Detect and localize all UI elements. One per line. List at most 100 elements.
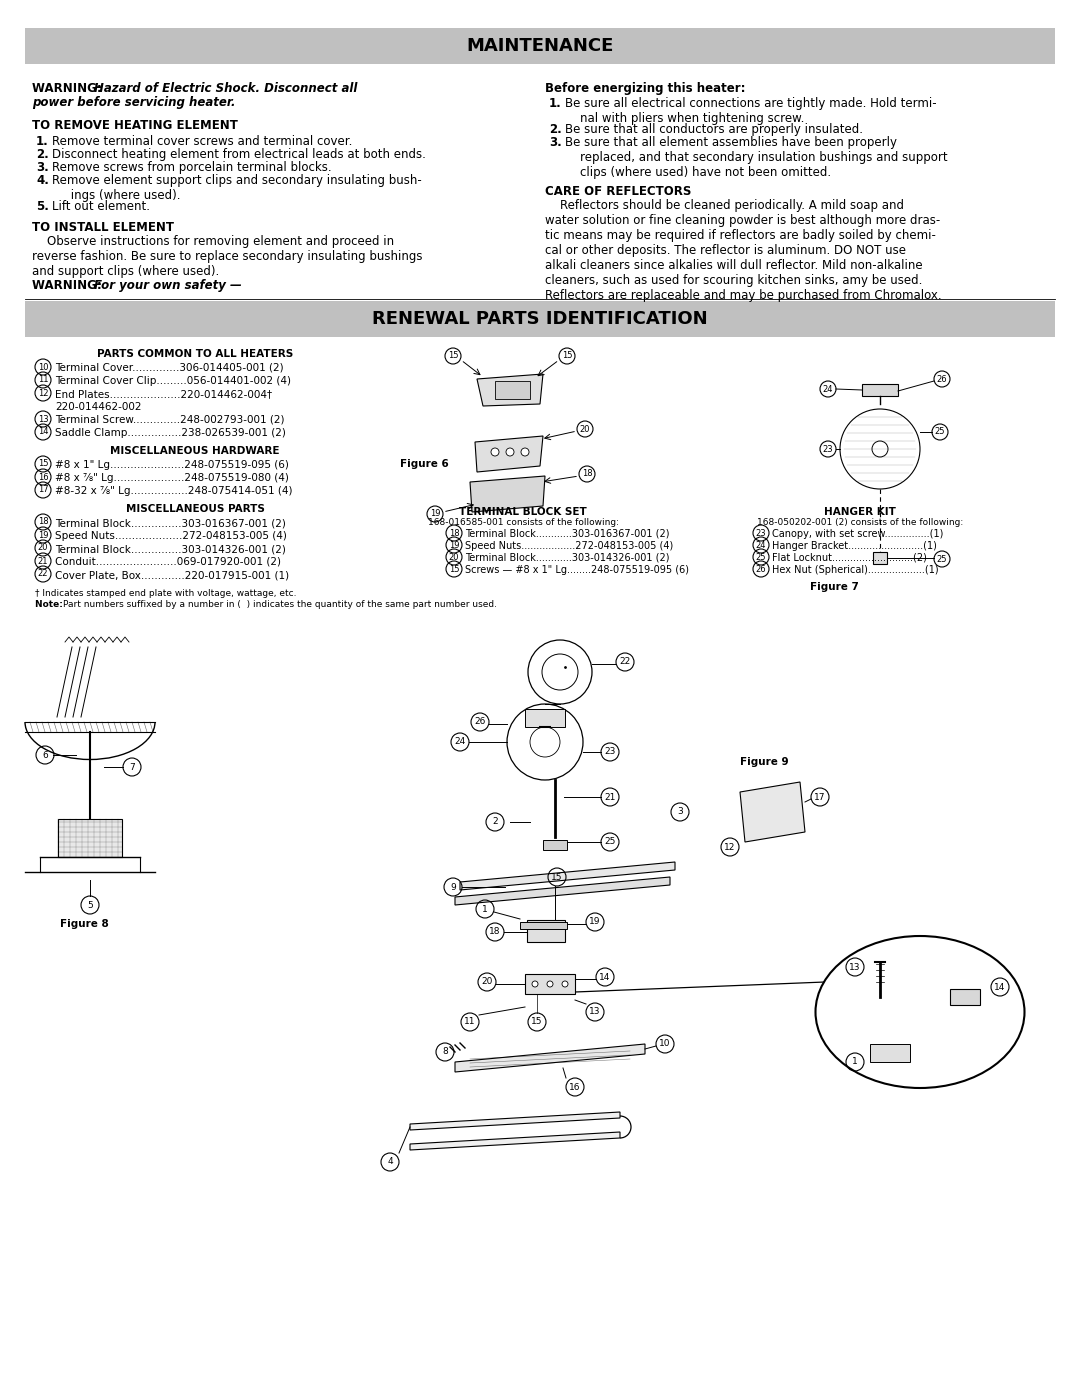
Text: 18: 18 [582, 469, 592, 479]
Polygon shape [873, 552, 887, 564]
Text: Saddle Clamp................238-026539-001 (2): Saddle Clamp................238-026539-0… [55, 427, 286, 439]
Text: 25: 25 [936, 555, 947, 563]
Text: Note:: Note: [35, 599, 66, 609]
Text: 3.: 3. [549, 136, 562, 149]
Text: 4: 4 [388, 1158, 393, 1166]
Circle shape [562, 981, 568, 988]
Text: Figure 6: Figure 6 [400, 460, 449, 469]
Text: † Indicates stamped end plate with voltage, wattage, etc.: † Indicates stamped end plate with volta… [35, 590, 297, 598]
Text: 18: 18 [448, 528, 459, 538]
Text: 12: 12 [725, 842, 735, 852]
Text: 9: 9 [450, 883, 456, 891]
Text: 19: 19 [38, 531, 49, 539]
Text: 18: 18 [38, 517, 49, 527]
Text: #8 x ⅞" Lg.....................248-075519-080 (4): #8 x ⅞" Lg.....................248-07551… [55, 474, 288, 483]
Text: Be sure that all element assemblies have been properly
    replaced, and that se: Be sure that all element assemblies have… [565, 136, 947, 179]
Text: Reflectors should be cleaned periodically. A mild soap and
water solution or fin: Reflectors should be cleaned periodicall… [545, 198, 942, 302]
Text: 1: 1 [852, 1058, 858, 1066]
Text: End Plates.....................220-014462-004†: End Plates.....................220-01446… [55, 388, 272, 400]
Text: 12: 12 [38, 388, 49, 398]
Bar [58, 819, 122, 856]
Text: 19: 19 [590, 918, 600, 926]
Text: 13: 13 [590, 1007, 600, 1017]
Text: 17: 17 [814, 792, 826, 802]
Text: MISCELLANEOUS HARDWARE: MISCELLANEOUS HARDWARE [110, 446, 280, 455]
Text: Part numbers suffixed by a number in (  ) indicates the quantity of the same par: Part numbers suffixed by a number in ( )… [63, 599, 497, 609]
Text: TO INSTALL ELEMENT: TO INSTALL ELEMENT [32, 221, 174, 235]
Text: Cover Plate, Box.............220-017915-001 (1): Cover Plate, Box.............220-017915-… [55, 570, 289, 580]
Text: 17: 17 [38, 486, 49, 495]
Polygon shape [519, 922, 567, 929]
Text: Terminal Block............303-014326-001 (2): Terminal Block............303-014326-001… [465, 553, 670, 563]
Text: 10: 10 [659, 1039, 671, 1049]
Text: HANGER KIT: HANGER KIT [824, 507, 896, 517]
Text: 13: 13 [38, 415, 49, 423]
Text: 15: 15 [448, 352, 458, 360]
Bar [527, 921, 565, 942]
Text: Terminal Block...............303-014326-001 (2): Terminal Block...............303-014326-… [55, 543, 286, 555]
Polygon shape [950, 989, 980, 1004]
Text: 25: 25 [605, 837, 616, 847]
Polygon shape [455, 877, 670, 905]
Text: 14: 14 [599, 972, 610, 982]
Text: 20: 20 [580, 425, 591, 433]
Text: 15: 15 [562, 352, 572, 360]
Text: 3: 3 [677, 807, 683, 816]
Text: Hex Nut (Spherical)...................(1): Hex Nut (Spherical)...................(1… [772, 564, 939, 576]
Text: 11: 11 [464, 1017, 476, 1027]
Text: 20: 20 [482, 978, 492, 986]
Bar [525, 710, 565, 726]
Text: 5.: 5. [36, 200, 49, 212]
Text: 22: 22 [38, 570, 49, 578]
Bar [862, 384, 897, 395]
Bar [25, 28, 1055, 64]
Polygon shape [470, 476, 545, 511]
Polygon shape [740, 782, 805, 842]
Text: 2.: 2. [36, 148, 49, 161]
Circle shape [507, 448, 514, 455]
Text: 23: 23 [823, 444, 834, 454]
Polygon shape [460, 862, 675, 890]
Text: Hazard of Electric Shock. Disconnect all: Hazard of Electric Shock. Disconnect all [94, 82, 357, 95]
Text: 4.: 4. [36, 175, 49, 187]
Text: 24: 24 [756, 541, 766, 549]
Polygon shape [475, 436, 543, 472]
Circle shape [532, 981, 538, 988]
Text: 220-014462-002: 220-014462-002 [55, 402, 141, 412]
Text: 1.: 1. [36, 136, 49, 148]
Circle shape [546, 981, 553, 988]
Text: PARTS COMMON TO ALL HEATERS: PARTS COMMON TO ALL HEATERS [97, 349, 293, 359]
Text: 10: 10 [38, 362, 49, 372]
Text: 26: 26 [474, 718, 486, 726]
Text: MISCELLANEOUS PARTS: MISCELLANEOUS PARTS [125, 504, 265, 514]
Text: Observe instructions for removing element and proceed in
reverse fashion. Be sur: Observe instructions for removing elemen… [32, 235, 422, 278]
Text: 14: 14 [995, 982, 1005, 992]
Text: 168-016585-001 consists of the following:: 168-016585-001 consists of the following… [428, 518, 619, 527]
Text: TO REMOVE HEATING ELEMENT: TO REMOVE HEATING ELEMENT [32, 119, 238, 131]
Text: Remove screws from porcelain terminal blocks.: Remove screws from porcelain terminal bl… [52, 161, 332, 175]
Text: Speed Nuts....................272-048153-005 (4): Speed Nuts....................272-048153… [55, 531, 287, 541]
Text: 20: 20 [38, 543, 49, 552]
Text: 6: 6 [42, 750, 48, 760]
Text: MAINTENANCE: MAINTENANCE [467, 36, 613, 54]
Text: 21: 21 [605, 792, 616, 802]
Text: RENEWAL PARTS IDENTIFICATION: RENEWAL PARTS IDENTIFICATION [373, 310, 707, 328]
Text: 23: 23 [756, 528, 767, 538]
Text: 23: 23 [605, 747, 616, 757]
Text: 24: 24 [823, 384, 834, 394]
Text: Conduit........................069-017920-001 (2): Conduit........................069-01792… [55, 557, 281, 567]
Text: Be sure that all conductors are properly insulated.: Be sure that all conductors are properly… [565, 123, 863, 136]
Bar [495, 381, 530, 400]
Polygon shape [410, 1132, 620, 1150]
Polygon shape [477, 374, 543, 407]
Text: 11: 11 [38, 376, 49, 384]
Circle shape [491, 448, 499, 455]
Text: 21: 21 [38, 556, 49, 566]
Polygon shape [455, 1044, 645, 1071]
Text: 2: 2 [492, 817, 498, 827]
Text: Terminal Cover Clip.........056-014401-002 (4): Terminal Cover Clip.........056-014401-0… [55, 376, 291, 386]
Text: WARNING:: WARNING: [32, 279, 106, 292]
Text: Speed Nuts..................272-048153-005 (4): Speed Nuts..................272-048153-0… [465, 541, 673, 550]
Text: Terminal Block...............303-016367-001 (2): Terminal Block...............303-016367-… [55, 518, 286, 528]
Text: 14: 14 [38, 427, 49, 436]
